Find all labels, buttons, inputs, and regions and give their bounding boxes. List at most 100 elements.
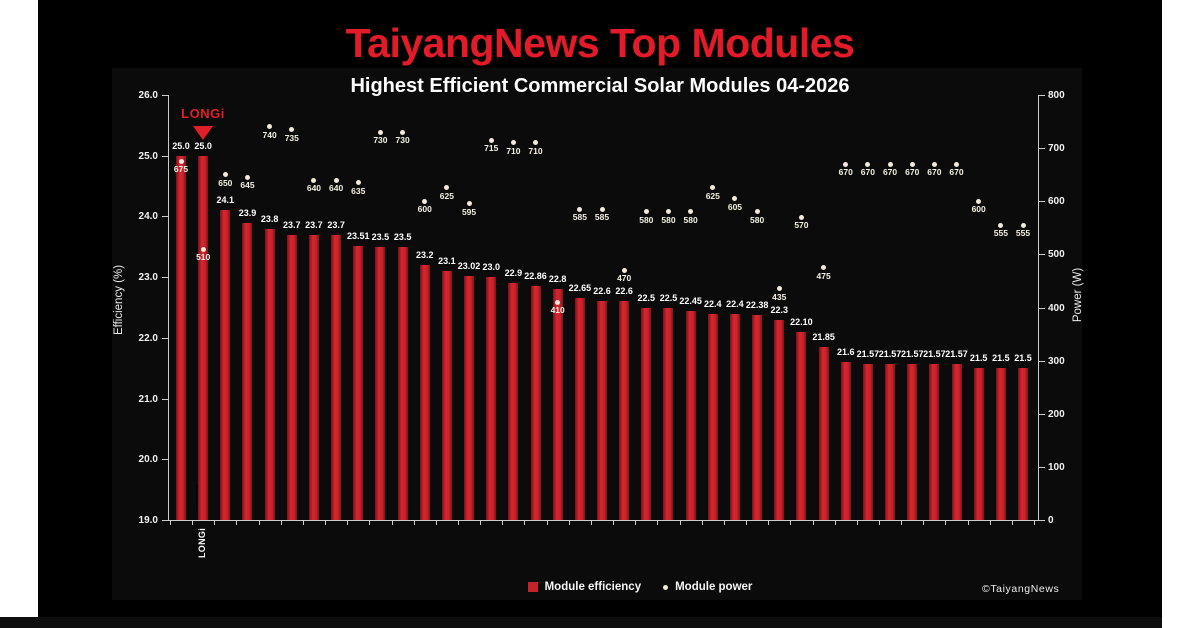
power-dot: [466, 201, 472, 207]
left-axis-tick: [162, 398, 168, 400]
efficiency-value-label: 22.9: [504, 268, 523, 279]
power-value-label: 740: [262, 129, 277, 140]
x-axis-tick: [812, 521, 814, 525]
efficiency-bar: [242, 222, 253, 520]
right-axis-tick: [1039, 201, 1045, 203]
efficiency-bar: [486, 277, 497, 520]
efficiency-bar: [375, 246, 386, 520]
left-axis-tick-label: 25.0: [138, 150, 158, 162]
power-value-label: 470: [617, 273, 632, 284]
left-axis-tick-label: 22.0: [138, 332, 158, 344]
power-dot: [355, 180, 361, 186]
chart-title: TaiyangNews Top Modules: [345, 20, 855, 66]
right-axis-tick-label: 300: [1048, 355, 1065, 367]
x-axis-tick: [524, 521, 526, 525]
power-dot: [488, 137, 494, 143]
power-value-label: 730: [395, 135, 410, 146]
right-axis-tick: [1039, 360, 1045, 362]
power-dot: [422, 198, 428, 204]
power-dot: [577, 206, 583, 212]
efficiency-bar: [885, 363, 896, 520]
power-value-label: 625: [705, 190, 720, 201]
longi-logo: LONGi: [181, 106, 225, 121]
x-axis-tick: [480, 521, 482, 525]
left-axis-tick-label: 24.0: [138, 211, 158, 223]
power-dot: [621, 267, 627, 273]
efficiency-value-label: 23.2: [415, 250, 434, 260]
x-axis-tick: [746, 521, 748, 525]
power-dot: [798, 214, 804, 220]
power-value-label: 670: [905, 167, 920, 178]
efficiency-value-label: 22.6: [615, 286, 633, 297]
power-value-label: 710: [528, 145, 543, 156]
x-axis-tick: [635, 521, 637, 525]
x-axis-tick: [967, 521, 969, 525]
efficiency-value-label: 22.6: [593, 286, 611, 297]
power-value-label: 670: [949, 167, 964, 178]
power-value-label: 580: [639, 214, 654, 225]
x-axis-tick: [679, 521, 681, 525]
efficiency-bar: [840, 362, 851, 520]
x-axis-tick: [923, 521, 925, 525]
efficiency-value-label: 25.0: [172, 140, 190, 151]
right-axis-tick-label: 500: [1048, 249, 1065, 261]
efficiency-value-label: 21.5: [1014, 353, 1032, 364]
power-value-label: 715: [484, 143, 499, 154]
x-axis-tick: [236, 521, 238, 525]
power-dot: [931, 161, 937, 167]
power-value-label: 640: [329, 183, 344, 193]
x-axis-tick: [878, 521, 880, 525]
x-axis-tick: [901, 521, 903, 525]
x-axis-tick: [546, 521, 548, 525]
copyright-text: ©TaiyangNews: [982, 583, 1060, 595]
efficiency-bar: [1018, 368, 1028, 520]
x-axis-tick: [302, 521, 304, 525]
power-dot: [555, 299, 561, 305]
efficiency-value-label: 22.10: [790, 316, 813, 327]
power-dot: [244, 174, 250, 180]
x-axis-tick: [701, 521, 703, 525]
efficiency-value-label: 22.38: [745, 299, 769, 310]
left-axis-tick: [162, 216, 168, 218]
power-dot: [754, 209, 760, 215]
x-axis-tick: [657, 521, 659, 525]
power-dot: [954, 161, 960, 167]
efficiency-bar: [220, 210, 231, 520]
efficiency-value-label: 21.57: [878, 348, 902, 359]
power-value-label: 650: [218, 177, 233, 188]
power-dot: [998, 222, 1004, 228]
power-value-label: 670: [838, 167, 853, 178]
efficiency-bar: [619, 301, 630, 520]
efficiency-value-label: 25.0: [194, 140, 212, 151]
power-value-label: 555: [1015, 228, 1031, 239]
x-axis-tick: [413, 521, 415, 525]
efficiency-value-label: 23.51: [346, 231, 370, 242]
efficiency-value-label: 22.45: [679, 295, 702, 306]
right-axis-tick: [1039, 148, 1045, 150]
left-axis-tick-label: 21.0: [138, 393, 158, 405]
legend-power-label: Module power: [675, 581, 753, 593]
efficiency-bar: [552, 289, 563, 520]
left-axis-tick: [162, 155, 168, 157]
efficiency-value-label: 23.5: [371, 231, 390, 242]
power-value-label: 580: [683, 214, 698, 225]
efficiency-bar: [530, 285, 541, 520]
efficiency-value-label: 21.57: [945, 348, 968, 359]
x-axis-tick: [723, 521, 725, 525]
x-axis-tick: [989, 521, 991, 525]
power-value-label: 605: [727, 201, 743, 212]
x-axis-tick: [790, 521, 792, 525]
efficiency-value-label: 22.4: [704, 298, 722, 309]
efficiency-value-label: 23.9: [238, 207, 257, 218]
power-value-label: 635: [351, 185, 366, 196]
x-axis-tick: [435, 521, 437, 525]
power-value-label: 510: [196, 252, 211, 263]
efficiency-bar: [995, 368, 1006, 520]
x-axis-tick: [1011, 521, 1013, 525]
efficiency-bar: [508, 283, 519, 520]
x-axis-tick: [856, 521, 858, 525]
efficiency-value-label: 23.7: [283, 219, 301, 230]
power-dot: [267, 124, 273, 130]
power-value-label: 555: [993, 228, 1008, 239]
efficiency-value-label: 22.3: [770, 304, 789, 315]
